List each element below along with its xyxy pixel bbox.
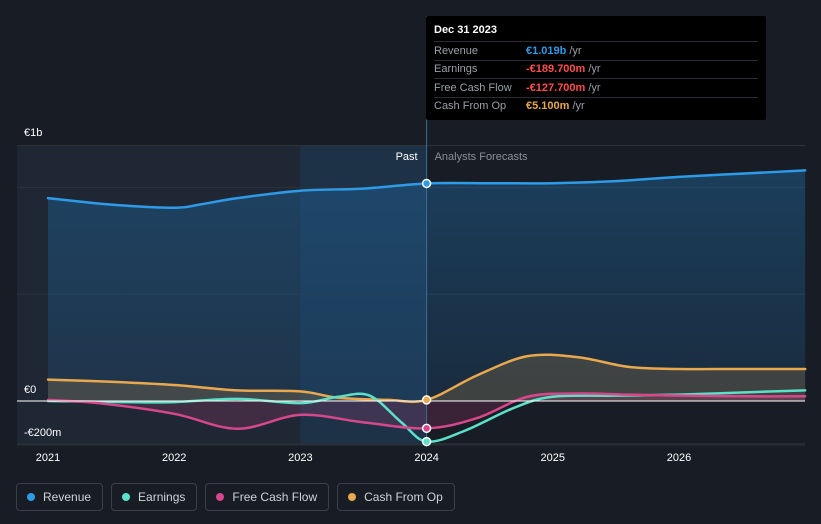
- tooltip-unit: /yr: [588, 81, 601, 94]
- x-tick-label: 2022: [162, 452, 186, 464]
- legend-label: Earnings: [138, 490, 186, 504]
- x-tick-label: 2025: [541, 452, 565, 464]
- legend-label: Revenue: [43, 490, 92, 504]
- legend: Revenue Earnings Free Cash Flow Cash Fro…: [16, 483, 455, 511]
- cash-from-op-dot-icon: [348, 493, 357, 501]
- tooltip-value: -€189.700m: [526, 63, 586, 76]
- tooltip-label: Earnings: [434, 63, 478, 76]
- tooltip-label: Cash From Op: [434, 100, 507, 113]
- tooltip-row-earnings: Earnings -€189.700m /yr: [434, 59, 758, 79]
- tooltip-row-revenue: Revenue €1.019b /yr: [434, 41, 758, 60]
- earnings-dot-icon: [122, 493, 131, 501]
- legend-label: Cash From Op: [364, 490, 443, 504]
- cash-from-op-area: [48, 354, 806, 402]
- legend-item-earnings[interactable]: Earnings: [111, 483, 198, 511]
- y-tick-label: €1b: [24, 127, 42, 139]
- forecast-label: Analysts Forecasts: [435, 151, 528, 163]
- tooltip-label: Free Cash Flow: [434, 81, 512, 94]
- revenue-marker: [421, 178, 432, 189]
- x-tick-label: 2024: [414, 452, 438, 464]
- free-cash-flow-line: [46, 392, 807, 431]
- y-tick-label: -€200m: [24, 427, 61, 439]
- revenue-dot-icon: [27, 493, 35, 501]
- cash-from-op-marker: [421, 395, 432, 405]
- x-tick-label: 2023: [288, 452, 312, 464]
- earnings-marker: [421, 436, 432, 447]
- tooltip-unit: /yr: [588, 63, 601, 76]
- tooltip-value: €5.100m: [526, 100, 570, 113]
- revenue-line: [46, 169, 807, 210]
- past-label: Past: [396, 151, 418, 163]
- tooltip-unit: /yr: [572, 100, 585, 113]
- tooltip-row-free-cash-flow: Free Cash Flow -€127.700m /yr: [434, 78, 758, 97]
- tooltip-row-cash-from-op: Cash From Op €5.100m /yr: [434, 96, 758, 116]
- free-cash-flow-marker: [421, 423, 432, 434]
- tooltip-label: Revenue: [434, 44, 479, 57]
- x-tick-label: 2026: [667, 452, 691, 464]
- legend-label: Free Cash Flow: [232, 490, 318, 504]
- legend-item-cash-from-op[interactable]: Cash From Op: [337, 483, 455, 511]
- tooltip-unit: /yr: [569, 44, 582, 57]
- x-tick-label: 2021: [36, 452, 60, 464]
- tooltip-date: Dec 31 2023: [434, 24, 497, 36]
- legend-item-revenue[interactable]: Revenue: [16, 483, 104, 511]
- legend-item-free-cash-flow[interactable]: Free Cash Flow: [205, 483, 330, 511]
- tooltip-value: €1.019b: [526, 44, 567, 57]
- tooltip: Dec 31 2023 Revenue €1.019b /yr Earnings…: [426, 16, 766, 120]
- y-tick-label: €0: [24, 384, 36, 396]
- tooltip-value: -€127.700m: [526, 81, 586, 94]
- free-cash-flow-dot-icon: [216, 493, 225, 501]
